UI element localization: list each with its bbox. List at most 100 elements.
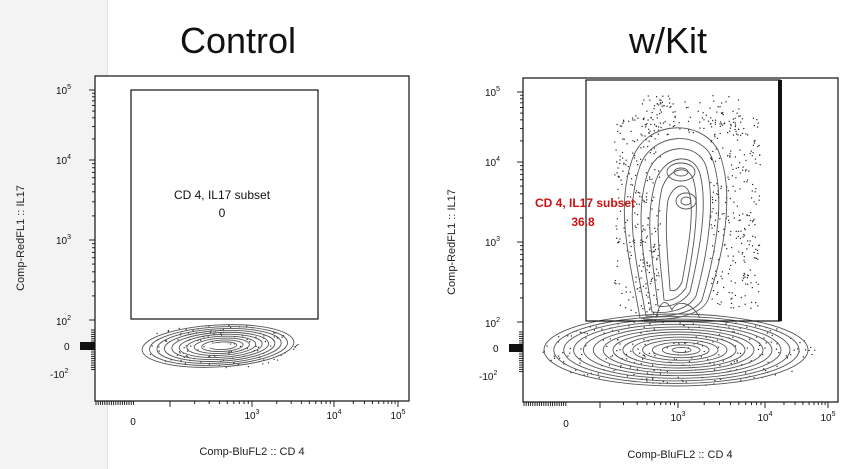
event-dot bbox=[651, 162, 653, 165]
event-dot bbox=[736, 139, 739, 141]
event-dot bbox=[716, 282, 718, 284]
event-dot bbox=[184, 362, 186, 364]
event-dot bbox=[653, 294, 655, 296]
event-dot bbox=[740, 134, 742, 136]
event-dot bbox=[774, 374, 776, 376]
event-dot bbox=[255, 336, 257, 338]
event-dot bbox=[581, 353, 583, 356]
event-dot bbox=[729, 156, 731, 158]
event-dot bbox=[654, 243, 656, 245]
event-dot bbox=[734, 117, 736, 119]
contour-line bbox=[655, 302, 701, 319]
event-dot bbox=[753, 218, 755, 220]
event-dot bbox=[743, 272, 745, 274]
event-dot bbox=[738, 306, 740, 308]
event-dot bbox=[736, 359, 738, 361]
event-dot bbox=[648, 140, 650, 142]
event-dot bbox=[628, 299, 630, 301]
event-dot bbox=[626, 375, 629, 377]
event-dot bbox=[733, 361, 735, 363]
event-dot bbox=[711, 211, 713, 213]
event-dot bbox=[727, 255, 729, 257]
event-dot bbox=[656, 215, 658, 217]
event-dot bbox=[197, 339, 199, 341]
event-dot bbox=[178, 327, 180, 329]
event-dot bbox=[579, 362, 581, 364]
event-dot bbox=[616, 123, 618, 126]
event-dot bbox=[740, 230, 742, 232]
event-dot bbox=[151, 345, 153, 347]
event-dot bbox=[666, 370, 668, 373]
event-dot bbox=[653, 245, 655, 247]
event-dot bbox=[721, 338, 723, 340]
event-dot bbox=[590, 372, 592, 374]
contour-line bbox=[193, 337, 250, 354]
event-dot bbox=[637, 348, 639, 350]
event-dot bbox=[623, 162, 625, 164]
event-dot bbox=[630, 350, 632, 352]
event-dot bbox=[609, 338, 611, 340]
tick-base: -10 bbox=[50, 370, 65, 381]
event-dot bbox=[751, 155, 753, 157]
event-dot bbox=[650, 279, 653, 281]
event-dot bbox=[752, 183, 754, 186]
event-dot bbox=[752, 221, 754, 223]
event-dot bbox=[627, 196, 629, 198]
event-dot bbox=[635, 190, 638, 192]
x-tick-label: 105 bbox=[390, 409, 405, 422]
slide-margin bbox=[0, 0, 108, 469]
event-dot bbox=[754, 274, 756, 276]
event-dot bbox=[744, 229, 746, 231]
event-dot bbox=[757, 258, 759, 260]
event-dot bbox=[743, 233, 745, 235]
event-dot bbox=[745, 372, 747, 374]
event-dot bbox=[750, 307, 752, 309]
event-dot bbox=[197, 349, 199, 351]
event-dot bbox=[751, 197, 753, 199]
event-dot bbox=[634, 154, 636, 157]
event-dot bbox=[728, 326, 730, 328]
event-dot bbox=[748, 215, 750, 217]
event-dot bbox=[751, 301, 753, 303]
event-dot bbox=[727, 155, 729, 157]
event-dot bbox=[647, 119, 649, 121]
event-dot bbox=[649, 264, 651, 266]
event-dot bbox=[646, 265, 649, 267]
event-dot bbox=[730, 302, 733, 304]
event-dot bbox=[642, 259, 644, 261]
event-dot bbox=[731, 292, 733, 294]
event-dot bbox=[625, 307, 627, 309]
x-tick-label: 104 bbox=[757, 411, 772, 424]
event-dot bbox=[769, 330, 771, 332]
event-dot bbox=[230, 327, 232, 329]
event-dot bbox=[228, 353, 230, 355]
event-dot bbox=[674, 116, 676, 119]
event-dot bbox=[662, 381, 664, 383]
event-dot bbox=[619, 349, 621, 351]
event-dot bbox=[724, 122, 726, 124]
event-dot bbox=[721, 102, 723, 104]
event-dot bbox=[697, 110, 699, 112]
event-dot bbox=[776, 365, 778, 367]
event-dot bbox=[754, 236, 756, 238]
contour-line bbox=[671, 346, 692, 354]
event-dot bbox=[701, 345, 704, 347]
event-dot bbox=[735, 124, 737, 126]
event-dot bbox=[711, 227, 713, 229]
event-dot bbox=[732, 110, 734, 112]
event-dot bbox=[633, 321, 635, 323]
event-dot bbox=[648, 265, 650, 267]
event-dot bbox=[635, 115, 637, 117]
event-dot bbox=[754, 257, 756, 259]
event-dot bbox=[759, 344, 761, 346]
event-dot bbox=[737, 352, 739, 354]
contour-line bbox=[651, 341, 710, 359]
event-dot bbox=[586, 374, 589, 376]
event-dot bbox=[739, 162, 741, 164]
event-dot bbox=[642, 118, 645, 121]
event-dot bbox=[756, 249, 759, 251]
event-dot bbox=[634, 225, 636, 227]
event-dot bbox=[742, 166, 744, 168]
event-dot bbox=[658, 176, 661, 178]
event-dot bbox=[645, 287, 647, 289]
